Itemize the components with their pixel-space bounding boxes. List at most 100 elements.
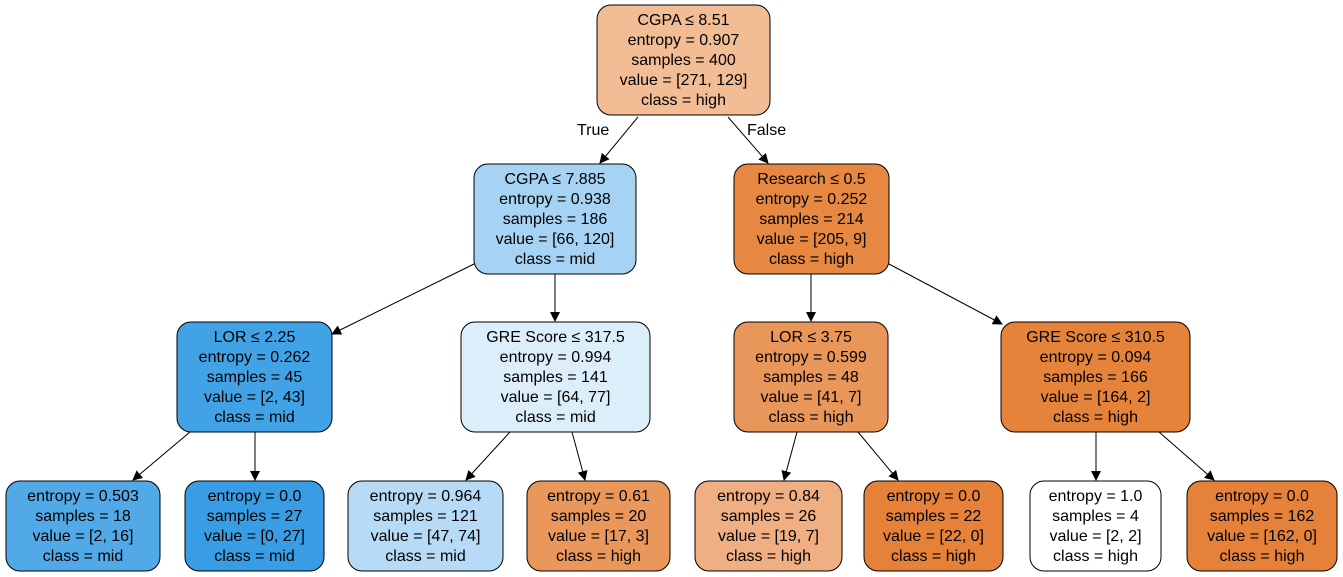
node-box	[596, 4, 771, 116]
node-box	[1186, 480, 1338, 572]
node-line: class = mid	[43, 548, 123, 565]
node-line: samples = 400	[631, 52, 736, 69]
edge-arrow-n5-n12	[857, 431, 899, 481]
node-line: entropy = 0.0	[1215, 488, 1309, 505]
node-line: value = [162, 0]	[1207, 528, 1317, 545]
node-box	[5, 480, 161, 572]
node-box	[694, 480, 843, 572]
edge-arrow-n0-n2	[727, 116, 769, 164]
node-line: entropy = 0.964	[370, 488, 482, 505]
node-box	[1000, 321, 1191, 433]
node-line: value = [2, 16]	[33, 528, 134, 545]
node-line: samples = 166	[1043, 369, 1148, 386]
tree-node-n6: GRE Score ≤ 310.5 entropy = 0.094 samples …	[1000, 321, 1191, 433]
node-line: class = mid	[385, 548, 465, 565]
edge-arrow-n0-n1	[599, 116, 639, 164]
edge-arrow-n4-n10	[571, 431, 588, 481]
edge-arrow-n4-n9	[465, 431, 511, 481]
tree-node-n3: LOR ≤ 2.25 entropy = 0.262 samples = 45 val…	[176, 321, 333, 433]
node-box	[347, 480, 504, 572]
node-line: value = [17, 3]	[548, 528, 649, 545]
edge-arrow-n3-n7	[132, 431, 191, 481]
node-line: samples = 141	[503, 369, 608, 386]
tree-node-n14: entropy = 0.0 samples = 162 value = [162, …	[1186, 480, 1338, 572]
node-line: samples = 18	[35, 508, 131, 525]
node-line: samples = 26	[721, 508, 817, 525]
node-line: value = [271, 129]	[620, 72, 748, 89]
node-line: entropy = 0.262	[199, 349, 311, 366]
tree-node-n0: CGPA ≤ 8.51 entropy = 0.907 samples = 400 v…	[596, 4, 771, 116]
node-line: samples = 45	[207, 369, 303, 386]
edge-label-false: False	[747, 122, 786, 139]
node-box	[460, 321, 651, 433]
node-line: class = high	[726, 548, 811, 565]
tree-node-n9: entropy = 0.964 samples = 121 value = [47,…	[347, 480, 504, 572]
edge-arrow-n2-n6	[888, 263, 1003, 325]
node-line: value = [64, 77]	[501, 389, 611, 406]
node-line: samples = 121	[373, 508, 478, 525]
node-line: class = mid	[214, 409, 294, 426]
node-line: class = high	[891, 548, 976, 565]
node-line: entropy = 0.599	[755, 349, 867, 366]
tree-node-n11: entropy = 0.84 samples = 26 value = [19, 7…	[694, 480, 843, 572]
tree-node-n7: entropy = 0.503 samples = 18 value = [2, 1…	[5, 480, 161, 572]
edge-arrow-n6-n14	[1158, 431, 1215, 481]
node-line: entropy = 0.907	[628, 32, 740, 49]
edge-label-true: True	[577, 122, 609, 139]
node-line: GRE Score ≤ 317.5	[486, 329, 625, 346]
node-line: GRE Score ≤ 310.5	[1026, 329, 1165, 346]
node-box	[733, 163, 890, 275]
node-line: samples = 20	[551, 508, 647, 525]
tree-node-n1: CGPA ≤ 7.885 entropy = 0.938 samples = 186…	[473, 163, 637, 275]
node-line: class = high	[641, 92, 726, 109]
node-line: class = mid	[214, 548, 294, 565]
node-line: class = mid	[515, 409, 595, 426]
node-line: samples = 162	[1210, 508, 1315, 525]
node-box	[526, 480, 671, 572]
node-line: class = high	[1053, 409, 1138, 426]
node-line: CGPA ≤ 8.51	[637, 12, 729, 29]
tree-node-n4: GRE Score ≤ 317.5 entropy = 0.994 samples …	[460, 321, 651, 433]
node-line: samples = 186	[503, 211, 608, 228]
node-line: class = high	[556, 548, 641, 565]
node-line: value = [205, 9]	[757, 231, 867, 248]
node-line: value = [2, 2]	[1049, 528, 1141, 545]
node-line: value = [41, 7]	[761, 389, 862, 406]
node-line: value = [19, 7]	[718, 528, 819, 545]
tree-node-n5: LOR ≤ 3.75 entropy = 0.599 samples = 48 val…	[733, 321, 889, 433]
node-line: entropy = 0.994	[500, 349, 612, 366]
node-line: entropy = 0.094	[1040, 349, 1152, 366]
node-line: class = high	[1220, 548, 1305, 565]
tree-node-n13: entropy = 1.0 samples = 4 value = [2, 2] cl…	[1029, 480, 1162, 572]
node-line: samples = 22	[886, 508, 982, 525]
node-line: entropy = 0.84	[717, 488, 820, 505]
edge-arrow-n1-n3	[331, 263, 475, 335]
node-line: entropy = 0.61	[547, 488, 650, 505]
tree-node-n2: Research ≤ 0.5 entropy = 0.252 samples = 2…	[733, 163, 890, 275]
tree-node-n8: entropy = 0.0 samples = 27 value = [0, 27]…	[184, 480, 325, 572]
node-line: LOR ≤ 3.75	[770, 329, 852, 346]
tree-node-n10: entropy = 0.61 samples = 20 value = [17, 3…	[526, 480, 671, 572]
tree-node-n12: entropy = 0.0 samples = 22 value = [22, 0]…	[863, 480, 1004, 572]
node-line: entropy = 1.0	[1049, 488, 1143, 505]
node-line: value = [2, 43]	[204, 389, 305, 406]
node-box	[473, 163, 637, 275]
node-line: class = high	[769, 409, 854, 426]
node-line: entropy = 0.938	[499, 191, 611, 208]
node-line: class = mid	[515, 251, 595, 268]
node-line: samples = 4	[1052, 508, 1139, 525]
node-line: value = [66, 120]	[496, 231, 615, 248]
node-box	[1029, 480, 1162, 572]
node-line: samples = 214	[759, 211, 864, 228]
node-line: samples = 27	[207, 508, 303, 525]
node-line: class = high	[769, 251, 854, 268]
node-line: samples = 48	[763, 369, 859, 386]
edge-arrow-n5-n11	[781, 431, 798, 481]
node-box	[176, 321, 333, 433]
node-line: value = [164, 2]	[1041, 389, 1151, 406]
node-line: entropy = 0.503	[27, 488, 139, 505]
node-line: value = [0, 27]	[204, 528, 305, 545]
node-box	[733, 321, 889, 433]
node-line: Research ≤ 0.5	[757, 171, 865, 188]
